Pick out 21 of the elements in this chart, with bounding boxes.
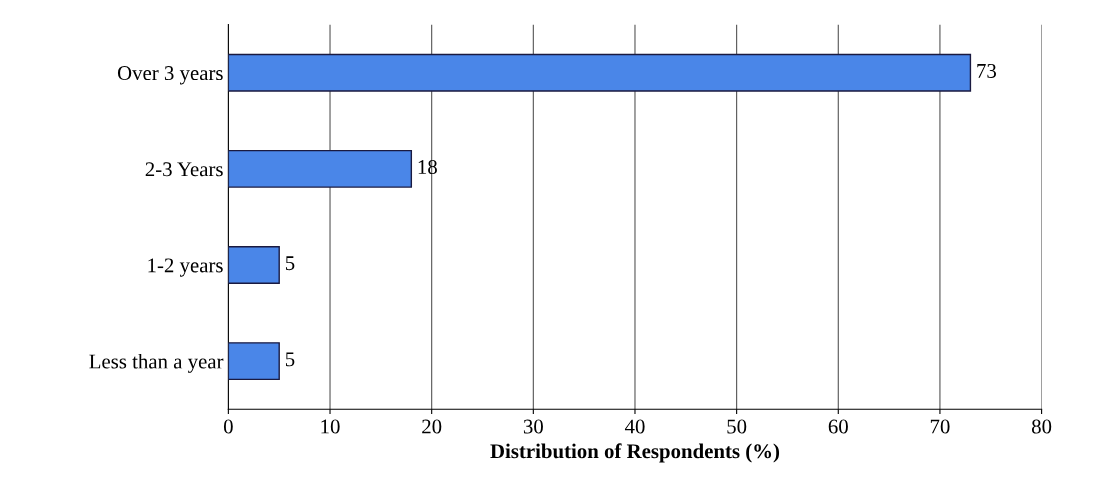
bar <box>228 246 280 284</box>
x-tick-label: 30 <box>523 419 543 434</box>
x-tick-label: 0 <box>223 419 233 434</box>
y-tick-label: 2-3 Years <box>145 162 223 177</box>
x-tick-label: 40 <box>624 419 645 434</box>
y-tick-label: Less than a year <box>89 353 224 373</box>
x-axis-title: Distribution of Respondents (%) <box>490 443 780 463</box>
bar <box>228 53 972 92</box>
y-tick-label: Over 3 years <box>117 66 223 85</box>
y-tick-label: 1-2 years <box>148 258 223 277</box>
data-label: 73 <box>977 63 997 78</box>
x-tick-label: 60 <box>828 419 848 434</box>
x-tick-label: 10 <box>321 419 340 434</box>
bar <box>228 342 280 381</box>
x-tick-label: 70 <box>930 419 950 434</box>
x-tick-label: 20 <box>422 419 442 434</box>
data-label: 5 <box>285 256 295 271</box>
x-tick-label: 80 <box>1031 419 1052 434</box>
bar <box>228 149 413 188</box>
data-label: 5 <box>285 352 295 367</box>
x-tick-label: 50 <box>727 419 747 434</box>
